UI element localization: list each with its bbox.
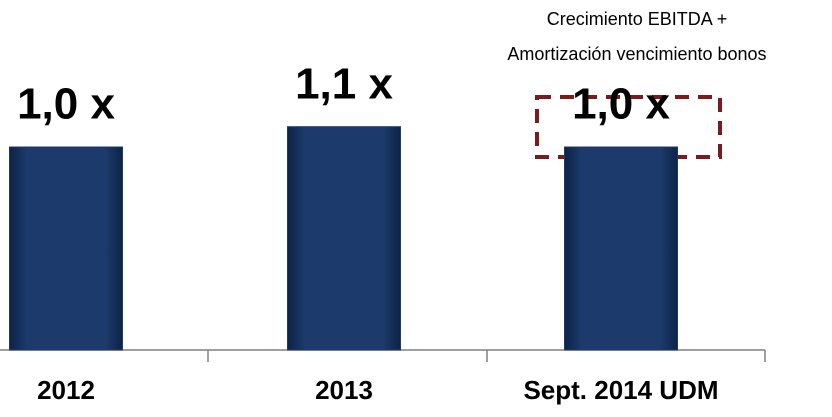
annotation: Amortización vencimiento bonos bbox=[507, 44, 766, 64]
bar bbox=[564, 146, 678, 351]
value-label: 1,0 x bbox=[17, 80, 115, 129]
value-label: 1,0 x bbox=[572, 80, 670, 129]
value-label: 1,1 x bbox=[295, 59, 393, 108]
annotation: Crecimiento EBITDA + bbox=[547, 9, 728, 29]
x-tick-label: Sept. 2014 UDM bbox=[523, 375, 718, 405]
bar bbox=[9, 146, 123, 351]
x-tick-label: 2013 bbox=[315, 375, 373, 405]
x-tick-label: 2012 bbox=[37, 375, 95, 405]
bar bbox=[287, 126, 401, 351]
